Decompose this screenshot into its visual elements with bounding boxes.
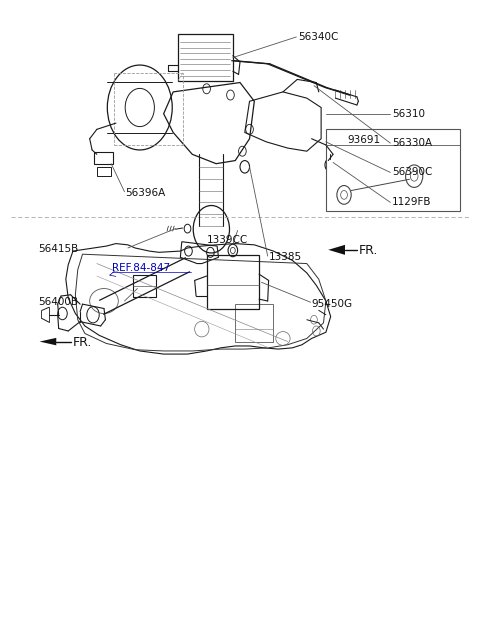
Text: 13385: 13385	[269, 252, 302, 262]
Text: 56390C: 56390C	[392, 167, 432, 177]
Bar	[235, 304, 274, 342]
Polygon shape	[328, 245, 345, 255]
Text: REF.84-847: REF.84-847	[112, 263, 170, 273]
Text: 93691: 93691	[348, 135, 381, 145]
Text: 1129FB: 1129FB	[392, 198, 431, 208]
Bar	[95, 152, 113, 164]
Text: 56340C: 56340C	[298, 32, 338, 42]
Text: 56310: 56310	[392, 108, 425, 119]
Text: 56396A: 56396A	[125, 188, 166, 198]
Bar	[97, 167, 111, 176]
Text: FR.: FR.	[73, 336, 92, 349]
Text: 56415B: 56415B	[38, 243, 79, 253]
Bar	[178, 34, 233, 81]
Text: FR.: FR.	[359, 244, 378, 257]
Polygon shape	[39, 338, 56, 345]
Text: 1339CC: 1339CC	[206, 236, 248, 245]
Bar	[132, 275, 156, 297]
Bar	[326, 129, 459, 211]
Text: 56400B: 56400B	[38, 297, 79, 307]
Text: 95450G: 95450G	[312, 298, 353, 308]
Bar	[206, 255, 259, 308]
Text: 56330A: 56330A	[392, 138, 432, 148]
